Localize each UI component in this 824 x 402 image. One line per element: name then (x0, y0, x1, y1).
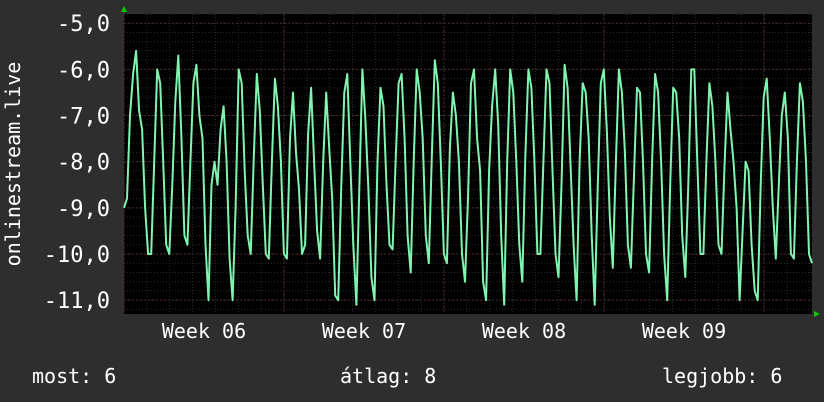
x-axis-arrow (814, 311, 820, 317)
y-tick-label: -10,0 (44, 243, 110, 268)
current-value: most: 6 (32, 364, 117, 388)
x-tick-labels: Week 06 Week 07 Week 08 Week 09 (162, 319, 726, 343)
axis-arrows (121, 6, 820, 317)
x-tick-label: Week 08 (482, 319, 566, 343)
x-tick-label: Week 09 (642, 319, 726, 343)
series (123, 49, 813, 306)
x-tick-label: Week 07 (322, 319, 406, 343)
y-tick-labels: -5,0 -6,0 -7,0 -8,0 -9,0 -10,0 -11,0 (44, 12, 110, 314)
footer-stats: most: 6 átlag: 8 legjobb: 6 (0, 352, 824, 392)
x-tick-label: Week 06 (162, 319, 246, 343)
y-tick-label: -9,0 (57, 197, 110, 222)
y-axis-label: onlinestream.live (1, 62, 25, 267)
y-tick-label: -5,0 (57, 12, 110, 37)
average-value: átlag: 8 (340, 364, 437, 388)
y-tick-label: -6,0 (57, 58, 110, 83)
y-axis-arrow (121, 6, 127, 12)
chart: -5,0-6,0-7,0-8,0-9,0-10,0-11,0 Week 06 We… (1, 6, 820, 343)
best-value: legjobb: 6 (662, 364, 783, 388)
series-line (123, 49, 813, 306)
y-tick-label: -7,0 (57, 105, 110, 130)
y-tick-label: -8,0 (57, 151, 110, 176)
y-tick-label: -11,0 (44, 289, 110, 314)
